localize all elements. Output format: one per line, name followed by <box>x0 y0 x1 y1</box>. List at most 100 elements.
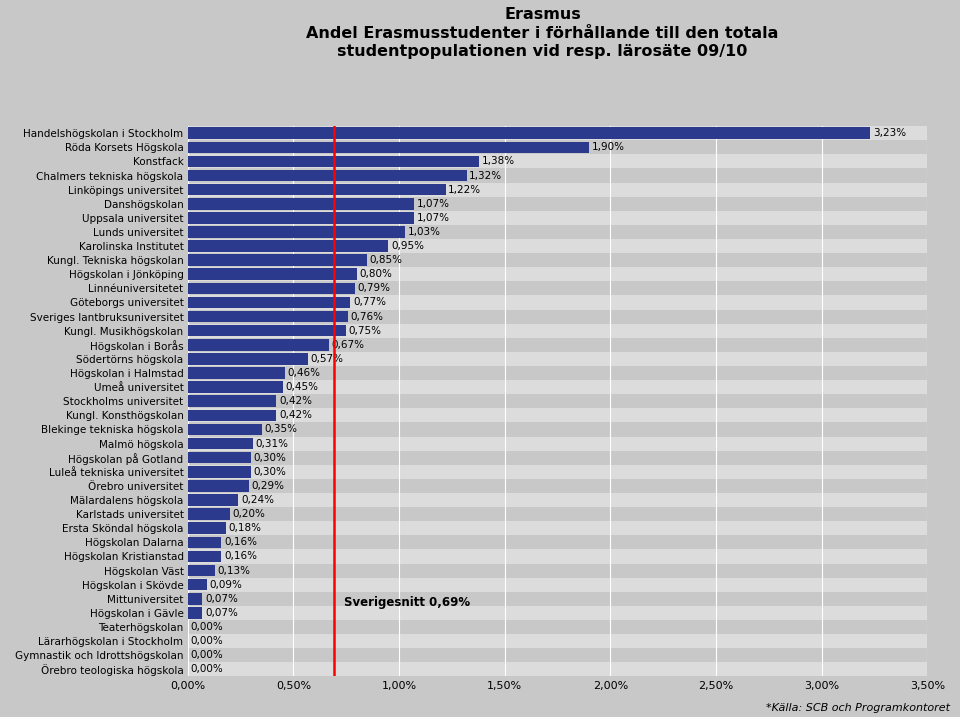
Bar <box>187 295 927 310</box>
Bar <box>187 128 871 139</box>
Bar <box>187 352 927 366</box>
Bar <box>187 323 927 338</box>
Bar <box>187 225 927 239</box>
Bar <box>187 565 215 576</box>
Bar <box>187 536 927 549</box>
Text: 0,76%: 0,76% <box>350 312 384 322</box>
Text: 0,95%: 0,95% <box>391 241 424 251</box>
Text: 0,00%: 0,00% <box>190 665 223 674</box>
Bar <box>187 338 927 352</box>
Text: 0,24%: 0,24% <box>241 495 274 505</box>
Bar <box>187 437 927 451</box>
Bar <box>187 507 927 521</box>
Bar <box>187 141 589 153</box>
Text: 0,85%: 0,85% <box>370 255 403 265</box>
Bar <box>187 606 927 620</box>
Bar <box>187 310 927 323</box>
Bar <box>187 479 927 493</box>
Text: 0,30%: 0,30% <box>253 467 286 477</box>
Bar <box>187 493 927 507</box>
Bar <box>187 198 414 209</box>
Bar <box>187 325 347 336</box>
Text: *Källa: SCB och Programkontoret: *Källa: SCB och Programkontoret <box>766 703 950 713</box>
Bar <box>187 240 389 252</box>
Bar <box>187 422 927 437</box>
Text: 0,31%: 0,31% <box>255 439 289 449</box>
Text: 0,42%: 0,42% <box>279 410 312 420</box>
Text: 3,23%: 3,23% <box>873 128 906 138</box>
Bar <box>187 184 445 196</box>
Text: 0,75%: 0,75% <box>348 326 382 336</box>
Bar <box>187 339 329 351</box>
Text: 0,07%: 0,07% <box>205 594 238 604</box>
Bar <box>187 281 927 295</box>
Text: 0,13%: 0,13% <box>218 566 251 576</box>
Bar <box>187 408 927 422</box>
Bar <box>187 156 479 167</box>
Text: 0,42%: 0,42% <box>279 397 312 407</box>
Bar <box>187 267 927 281</box>
Text: Erasmus
Andel Erasmusstudenter i förhållande till den totala
studentpopulationen: Erasmus Andel Erasmusstudenter i förhåll… <box>306 7 779 60</box>
Bar <box>187 549 927 564</box>
Bar <box>187 494 238 505</box>
Bar <box>187 578 927 592</box>
Text: 0,00%: 0,00% <box>190 622 223 632</box>
Bar <box>187 523 226 534</box>
Bar <box>187 607 203 619</box>
Text: 0,07%: 0,07% <box>205 608 238 618</box>
Bar <box>187 663 927 676</box>
Bar <box>187 536 222 548</box>
Bar <box>187 239 927 253</box>
Bar <box>187 465 927 479</box>
Bar <box>187 126 927 141</box>
Bar <box>187 648 927 663</box>
Text: 0,80%: 0,80% <box>359 270 393 280</box>
Bar <box>187 634 927 648</box>
Text: 1,22%: 1,22% <box>448 184 481 194</box>
Bar <box>187 508 230 520</box>
Bar <box>187 253 927 267</box>
Bar <box>187 551 222 562</box>
Bar <box>187 620 927 634</box>
Bar <box>187 196 927 211</box>
Bar <box>187 255 368 266</box>
Bar <box>187 366 927 380</box>
Text: 0,46%: 0,46% <box>287 368 321 378</box>
Text: 1,32%: 1,32% <box>469 171 502 181</box>
Bar <box>187 593 203 604</box>
Bar <box>187 282 354 294</box>
Text: 1,07%: 1,07% <box>417 199 449 209</box>
Bar <box>187 226 405 238</box>
Text: 1,03%: 1,03% <box>408 227 441 237</box>
Text: 0,00%: 0,00% <box>190 650 223 660</box>
Text: 0,45%: 0,45% <box>285 382 319 392</box>
Text: 0,20%: 0,20% <box>232 509 265 519</box>
Text: 0,29%: 0,29% <box>252 481 284 491</box>
Text: 0,77%: 0,77% <box>353 298 386 308</box>
Bar <box>187 396 276 407</box>
Bar <box>187 297 350 308</box>
Bar <box>187 521 927 536</box>
Bar <box>187 424 262 435</box>
Text: 0,16%: 0,16% <box>224 537 257 547</box>
Bar <box>187 211 927 225</box>
Text: 0,09%: 0,09% <box>209 579 242 589</box>
Text: 0,16%: 0,16% <box>224 551 257 561</box>
Bar <box>187 212 414 224</box>
Bar <box>187 154 927 168</box>
Text: 0,00%: 0,00% <box>190 636 223 646</box>
Bar <box>187 579 206 591</box>
Bar <box>187 268 357 280</box>
Bar <box>187 438 253 450</box>
Bar <box>187 466 252 478</box>
Bar <box>187 480 249 492</box>
Text: 0,18%: 0,18% <box>228 523 261 533</box>
Text: 0,79%: 0,79% <box>357 283 390 293</box>
Text: 0,35%: 0,35% <box>264 424 298 435</box>
Bar <box>187 452 252 463</box>
Text: 1,90%: 1,90% <box>591 142 625 152</box>
Text: 0,57%: 0,57% <box>311 354 344 364</box>
Bar <box>187 381 283 393</box>
Bar <box>187 311 348 323</box>
Bar <box>187 141 927 154</box>
